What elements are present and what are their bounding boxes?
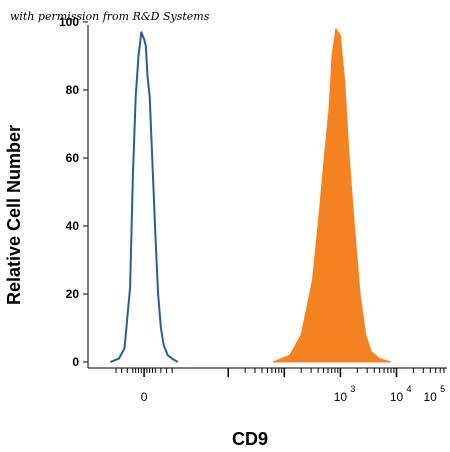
x-tick-label-0: 0 <box>141 390 148 404</box>
watermark-text: with permission from R&D Systems <box>10 10 210 23</box>
y-tick-label-5: 100 <box>59 15 79 29</box>
x-tick-exponent-3: 5 <box>440 384 445 394</box>
y-tick-label-1: 20 <box>66 287 80 301</box>
y-tick-label-4: 80 <box>66 83 80 97</box>
series-0-outline <box>110 31 179 363</box>
y-axis-label: Relative Cell Number <box>4 125 24 305</box>
x-tick-exponent-2: 4 <box>407 384 412 394</box>
x-tick-exponent-1: 3 <box>350 384 355 394</box>
x-tick-label-3: 10 <box>423 390 437 404</box>
y-tick-label-0: 0 <box>72 355 79 369</box>
x-tick-label-1: 10 <box>334 390 348 404</box>
x-axis-label: CD9 <box>232 429 268 449</box>
y-ticks: 0 20 40 60 80 100 <box>59 15 88 369</box>
y-tick-label-2: 40 <box>66 219 80 233</box>
plot-area <box>110 27 392 363</box>
series-1-filled-area <box>272 27 392 363</box>
x-ticks <box>115 368 445 377</box>
y-tick-label-3: 60 <box>66 151 80 165</box>
x-tick-label-2: 10 <box>390 390 404 404</box>
